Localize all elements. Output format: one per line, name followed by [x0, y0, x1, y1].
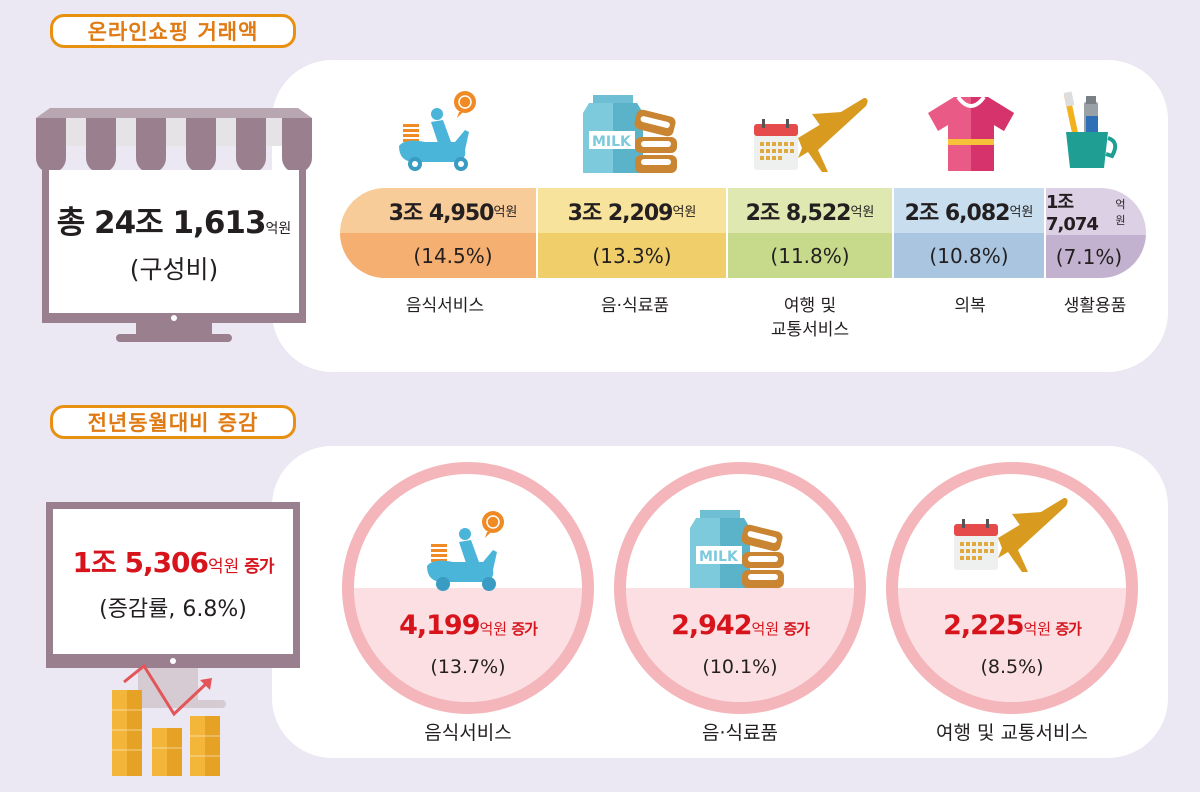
- store-awning-icon: [36, 108, 312, 173]
- label-line1: 여행 및: [783, 296, 837, 316]
- milk-carton-icon: MILK: [690, 510, 784, 588]
- segment-share: (14.5%): [340, 233, 536, 278]
- circle-label-food-beverage: 음·식료품: [702, 722, 778, 744]
- section-title-text: 전년동월대비 증감: [87, 411, 259, 435]
- circle-lower-fill: [354, 588, 582, 702]
- amount-unit: 억원: [672, 205, 697, 220]
- calendar-airplane-icon: [954, 498, 1068, 572]
- svg-text:MILK: MILK: [699, 549, 739, 565]
- segment-share: (13.3%): [538, 233, 726, 278]
- increase-value: 2,942: [671, 610, 752, 641]
- increase-rate: (8.5%): [980, 656, 1044, 678]
- power-dot-icon: [170, 658, 176, 664]
- total-increase-label: 증가: [239, 556, 274, 577]
- increase-label: 증가: [507, 620, 538, 638]
- increase-value: 2,225: [943, 610, 1024, 641]
- change-monitor: 1조 5,306억원 증가 (증감률, 6.8%): [46, 502, 300, 668]
- circle-lower-fill: [626, 588, 854, 702]
- total-subtitle: (구성비): [129, 255, 219, 284]
- share-value: (13.3%): [592, 243, 672, 268]
- increase-label: 증가: [779, 620, 810, 638]
- increase-value: 4,199: [399, 610, 480, 641]
- segment-amount: 2조 6,082 억원: [894, 188, 1044, 233]
- increase-amount: 4,199억원 증가: [354, 610, 582, 641]
- toothbrush-cup-icon: [1063, 91, 1118, 168]
- category-label-household: 생활용품: [1063, 296, 1127, 316]
- tshirt-icon: [928, 95, 1014, 171]
- increase-unit: 억원: [751, 620, 780, 638]
- category-label-travel-transport: 여행 및 교통서비스: [735, 294, 885, 342]
- amount-unit: 억원: [1115, 197, 1126, 227]
- increase-amount: 2,942억원 증가: [626, 610, 854, 641]
- increase-rate: (10.1%): [702, 656, 778, 678]
- segment-share: (11.8%): [728, 233, 892, 278]
- segment-amount: 2조 8,522 억원: [728, 188, 892, 233]
- segment-share: (10.8%): [894, 233, 1044, 278]
- delivery-scooter-icon: [427, 511, 504, 591]
- segment-food-service: 3조 4,950 억원 (14.5%): [340, 188, 538, 278]
- category-label-clothing: 의복: [954, 296, 986, 316]
- category-label-food-beverage: 음·식료품: [601, 296, 669, 316]
- share-value: (11.8%): [770, 243, 850, 268]
- amount-unit: 억원: [493, 205, 518, 220]
- amount-value: 1조 7,074: [1046, 192, 1099, 235]
- segment-amount: 3조 4,950 억원: [340, 188, 536, 233]
- composition-bar: 3조 4,950 억원 (14.5%) 3조 2,209 억원 (13.3%) 2조…: [340, 188, 1146, 278]
- amount-value: 3조 2,209: [567, 200, 674, 226]
- change-circle-travel-transport: 2,225억원 증가 (8.5%): [886, 462, 1138, 714]
- amount-unit: 억원: [850, 205, 875, 220]
- total-prefix: 총: [56, 205, 86, 241]
- delivery-scooter-icon: [399, 91, 476, 171]
- section-title-online-shopping: 온라인쇼핑 거래액: [50, 14, 296, 80]
- increase-unit: 억원: [1023, 620, 1052, 638]
- label-line2: 교통서비스: [770, 320, 850, 340]
- amount-value: 2조 6,082: [904, 200, 1011, 226]
- total-increase-rate: (증감률, 6.8%): [99, 596, 247, 622]
- increase-label: 증가: [1051, 620, 1082, 638]
- total-increase: 1조 5,306억원 증가: [72, 541, 274, 581]
- monitor-foot: [120, 700, 226, 708]
- circle-label-food-service: 음식서비스: [424, 722, 512, 744]
- amount-value: 3조 4,950: [388, 200, 495, 226]
- segment-household: 1조 7,074 억원 (7.1%): [1046, 188, 1146, 278]
- change-circle-food-service: 4,199억원 증가 (13.7%): [342, 462, 594, 714]
- circle-label-travel-transport: 여행 및 교통서비스: [936, 722, 1088, 744]
- increase-rate: (13.7%): [430, 656, 506, 678]
- svg-text:MILK: MILK: [592, 134, 632, 150]
- segment-travel-transport: 2조 8,522 억원 (11.8%): [728, 188, 894, 278]
- increase-amount: 2,225억원 증가: [898, 610, 1126, 641]
- calendar-airplane-icon: [754, 98, 868, 172]
- circle-lower-fill: [898, 588, 1126, 702]
- share-value: (14.5%): [413, 243, 493, 268]
- category-label-food-service: 음식서비스: [405, 296, 485, 316]
- segment-food-beverage: 3조 2,209 억원 (13.3%): [538, 188, 728, 278]
- monitor-stand: [136, 323, 212, 337]
- store-monitor: 총 24조 1,613억원 (구성비): [36, 108, 312, 348]
- total-unit: 억원: [265, 221, 292, 237]
- segment-amount: 3조 2,209 억원: [538, 188, 726, 233]
- monitor-foot: [116, 334, 232, 342]
- milk-carton-icon: MILK: [583, 95, 677, 173]
- coins-growth-icon: [112, 663, 220, 776]
- share-value: (10.8%): [929, 243, 1009, 268]
- total-amount: 총 24조 1,613억원: [57, 197, 292, 242]
- section-title-text: 온라인쇼핑 거래액: [87, 20, 259, 44]
- increase-unit: 억원: [479, 620, 508, 638]
- power-dot-icon: [171, 315, 177, 321]
- share-value: (7.1%): [1055, 244, 1123, 269]
- change-circle-food-beverage: MILK 2,942억원 증가 (10.1%): [614, 462, 866, 714]
- store-screen: 총 24조 1,613억원 (구성비): [42, 170, 306, 320]
- total-value: 24조 1,613: [94, 205, 267, 241]
- segment-clothing: 2조 6,082 억원 (10.8%): [894, 188, 1046, 278]
- segment-share: (7.1%): [1046, 235, 1146, 278]
- amount-unit: 억원: [1009, 205, 1034, 220]
- amount-value: 2조 8,522: [745, 200, 852, 226]
- total-increase-unit: 억원: [208, 556, 240, 577]
- section-title-yoy-change: 전년동월대비 증감: [50, 405, 296, 471]
- total-increase-value: 1조 5,306: [72, 545, 209, 579]
- segment-amount: 1조 7,074 억원: [1046, 188, 1146, 235]
